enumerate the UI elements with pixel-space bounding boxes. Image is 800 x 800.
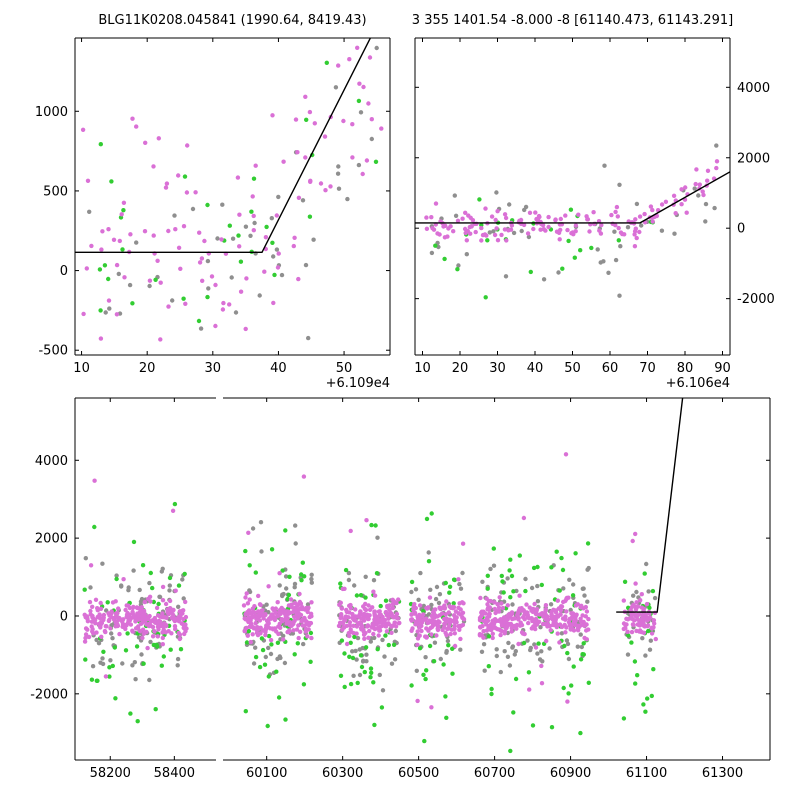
x-tick-label: 60100 (246, 766, 287, 781)
top-right-ticks: 10 20 30 40 50 60 70 80 90 -2000 0 2000 4000 +6.106e4 (414, 38, 775, 391)
top-left-scatter-points (80, 38, 384, 355)
top-right-axes: 10 20 30 40 50 60 70 80 90 -2000 0 2000 4000 +6.106e4 (414, 37, 775, 391)
top-left-ticks: 10 20 30 40 50 -500 0 500 1000 +6.109e4 (35, 38, 390, 391)
y-tick-label: 2000 (737, 151, 770, 166)
top-right-scatter-points (424, 143, 720, 300)
y-tick-label: 0 (737, 222, 745, 237)
x-tick-label: 90 (714, 361, 731, 376)
x-tick-label: 60700 (474, 766, 515, 781)
bottom-axes: 58200 58400 60100 60300 60500 60700 60900 61100… (30, 397, 771, 781)
x-tick-label: 20 (139, 361, 156, 376)
y-tick-label: -2000 (737, 292, 775, 307)
left-chart-title: BLG11K0208.045841 (1990.64, 8419.43) (98, 13, 367, 28)
y-tick-label: 500 (43, 184, 68, 199)
y-tick-label: 4000 (737, 81, 770, 96)
x-tick-label: 80 (677, 361, 694, 376)
x-tick-label: 70 (639, 361, 656, 376)
y-tick-label: 0 (60, 609, 68, 624)
x-tick-label: 60500 (398, 766, 439, 781)
x-axis-offset-label: +6.106e4 (666, 376, 730, 391)
y-tick-label: 2000 (35, 532, 68, 547)
x-tick-label: 10 (414, 361, 431, 376)
top-left-model-line (75, 38, 372, 253)
x-tick-label: 20 (452, 361, 469, 376)
x-tick-label: 30 (205, 361, 222, 376)
bottom-spines (74, 397, 771, 761)
y-tick-label: -500 (38, 344, 68, 359)
top-left-spines (74, 37, 391, 356)
top-right-model-line (415, 171, 730, 224)
y-tick-label: 0 (60, 264, 68, 279)
x-tick-label: 40 (270, 361, 287, 376)
right-chart-title: 3 355 1401.54 -8.000 -8 [61140.473, 6114… (411, 13, 734, 28)
x-tick-label: 60300 (322, 766, 363, 781)
top-left-axes: 10 20 30 40 50 -500 0 500 1000 +6.109e4 (35, 37, 391, 391)
x-tick-label: 61300 (702, 766, 743, 781)
bottom-ticks: 58200 58400 60100 60300 60500 60700 60900 61100… (30, 398, 770, 781)
x-tick-label: 58400 (154, 766, 195, 781)
y-tick-label: 1000 (35, 105, 68, 120)
x-tick-label: 50 (336, 361, 353, 376)
bottom-scatter-points (82, 452, 658, 754)
x-tick-label: 10 (73, 361, 90, 376)
x-tick-label: 60 (602, 361, 619, 376)
y-tick-label: -2000 (30, 687, 68, 702)
y-tick-label: 4000 (35, 454, 68, 469)
x-tick-label: 50 (564, 361, 581, 376)
x-tick-label: 58200 (90, 766, 131, 781)
bottom-model-line (616, 398, 684, 613)
x-tick-label: 30 (489, 361, 506, 376)
x-axis-offset-label: +6.109e4 (326, 376, 390, 391)
top-right-spines (414, 37, 731, 356)
x-tick-label: 60900 (550, 766, 591, 781)
x-tick-label: 61100 (626, 766, 667, 781)
x-tick-label: 40 (527, 361, 544, 376)
